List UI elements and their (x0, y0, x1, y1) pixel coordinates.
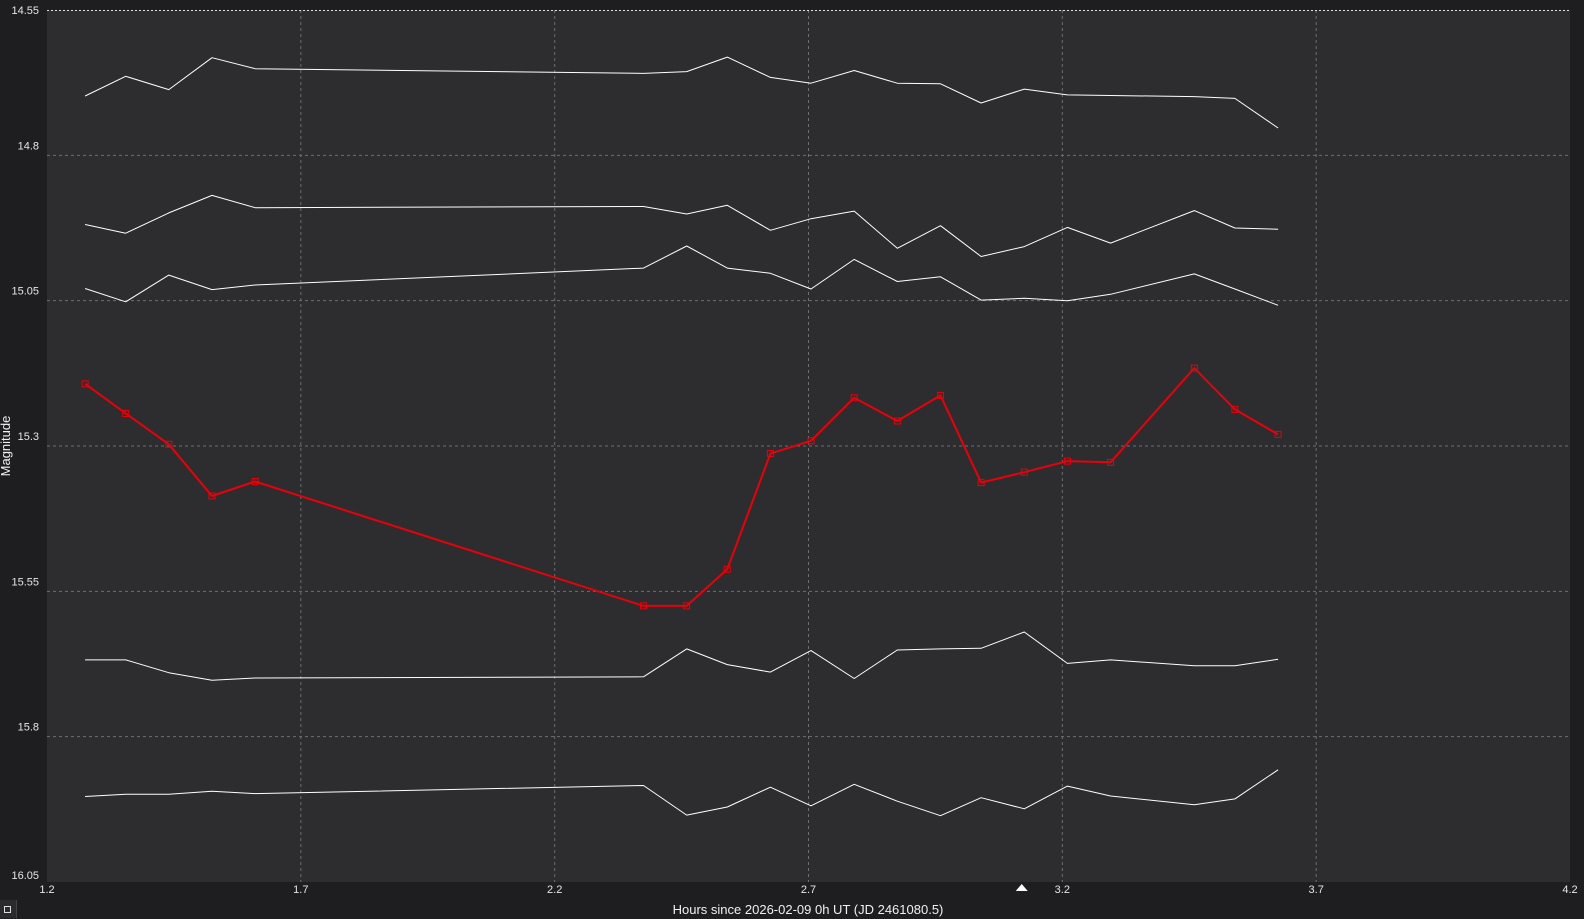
target-data-point[interactable] (936, 391, 944, 399)
target-data-point[interactable] (850, 394, 858, 402)
x-axis-title: Hours since 2026-02-09 0h UT (JD 2461080… (673, 902, 944, 917)
target-data-point[interactable] (640, 602, 648, 610)
target-data-point[interactable] (683, 602, 691, 610)
target-data-point[interactable] (1274, 430, 1282, 438)
y-tick-label: 15.3 (18, 431, 39, 443)
target-data-point[interactable] (977, 479, 985, 487)
x-tick-label: 3.7 (1309, 884, 1324, 896)
x-tick-label: 1.7 (293, 884, 308, 896)
x-tick-label: 4.2 (1562, 884, 1577, 896)
target-series-line[interactable] (84, 367, 1279, 607)
target-data-point[interactable] (1107, 458, 1115, 466)
comparison-series-line-3[interactable] (84, 245, 1279, 306)
target-data-point[interactable] (208, 492, 216, 500)
grid-lines (47, 10, 1570, 882)
x-tick-label: 3.2 (1055, 884, 1070, 896)
comparison-series-line-1[interactable] (84, 56, 1279, 129)
target-data-point[interactable] (1063, 457, 1071, 465)
y-tick-label: 15.8 (18, 722, 39, 734)
target-data-point[interactable] (766, 450, 774, 458)
comparison-series-line-5[interactable] (85, 631, 1279, 681)
legend-toggle-button[interactable] (0, 900, 17, 918)
y-tick-label: 15.55 (11, 576, 39, 588)
series-layer (81, 56, 1282, 817)
target-data-point[interactable] (251, 477, 259, 485)
target-data-point[interactable] (723, 565, 731, 573)
time-marker-triangle[interactable] (1015, 884, 1028, 891)
y-axis-title: Magnitude (0, 416, 13, 477)
target-data-point[interactable] (1190, 364, 1198, 372)
y-tick-label: 16.05 (11, 870, 39, 882)
x-tick-label: 2.7 (801, 884, 816, 896)
x-tick-label: 1.2 (39, 884, 54, 896)
y-tick-label: 14.8 (18, 140, 39, 152)
square-icon (4, 906, 11, 913)
y-tick-label: 15.05 (11, 286, 39, 298)
target-data-point[interactable] (81, 380, 89, 388)
comparison-series-line-6[interactable] (85, 769, 1279, 817)
comparison-series-line-2[interactable] (84, 194, 1279, 257)
target-data-point[interactable] (1231, 405, 1239, 413)
x-tick-label: 2.2 (547, 884, 562, 896)
tick-labels: 1.2 1.7 2.2 2.7 3.2 3.7 4.2 14.55 14.8 15.05 15.3 1… (11, 5, 1577, 896)
target-data-point[interactable] (1020, 468, 1028, 476)
y-tick-label: 14.55 (11, 5, 39, 17)
target-data-point[interactable] (165, 440, 173, 448)
target-data-point[interactable] (122, 409, 130, 417)
target-data-point[interactable] (893, 417, 901, 425)
target-data-point[interactable] (807, 437, 815, 445)
